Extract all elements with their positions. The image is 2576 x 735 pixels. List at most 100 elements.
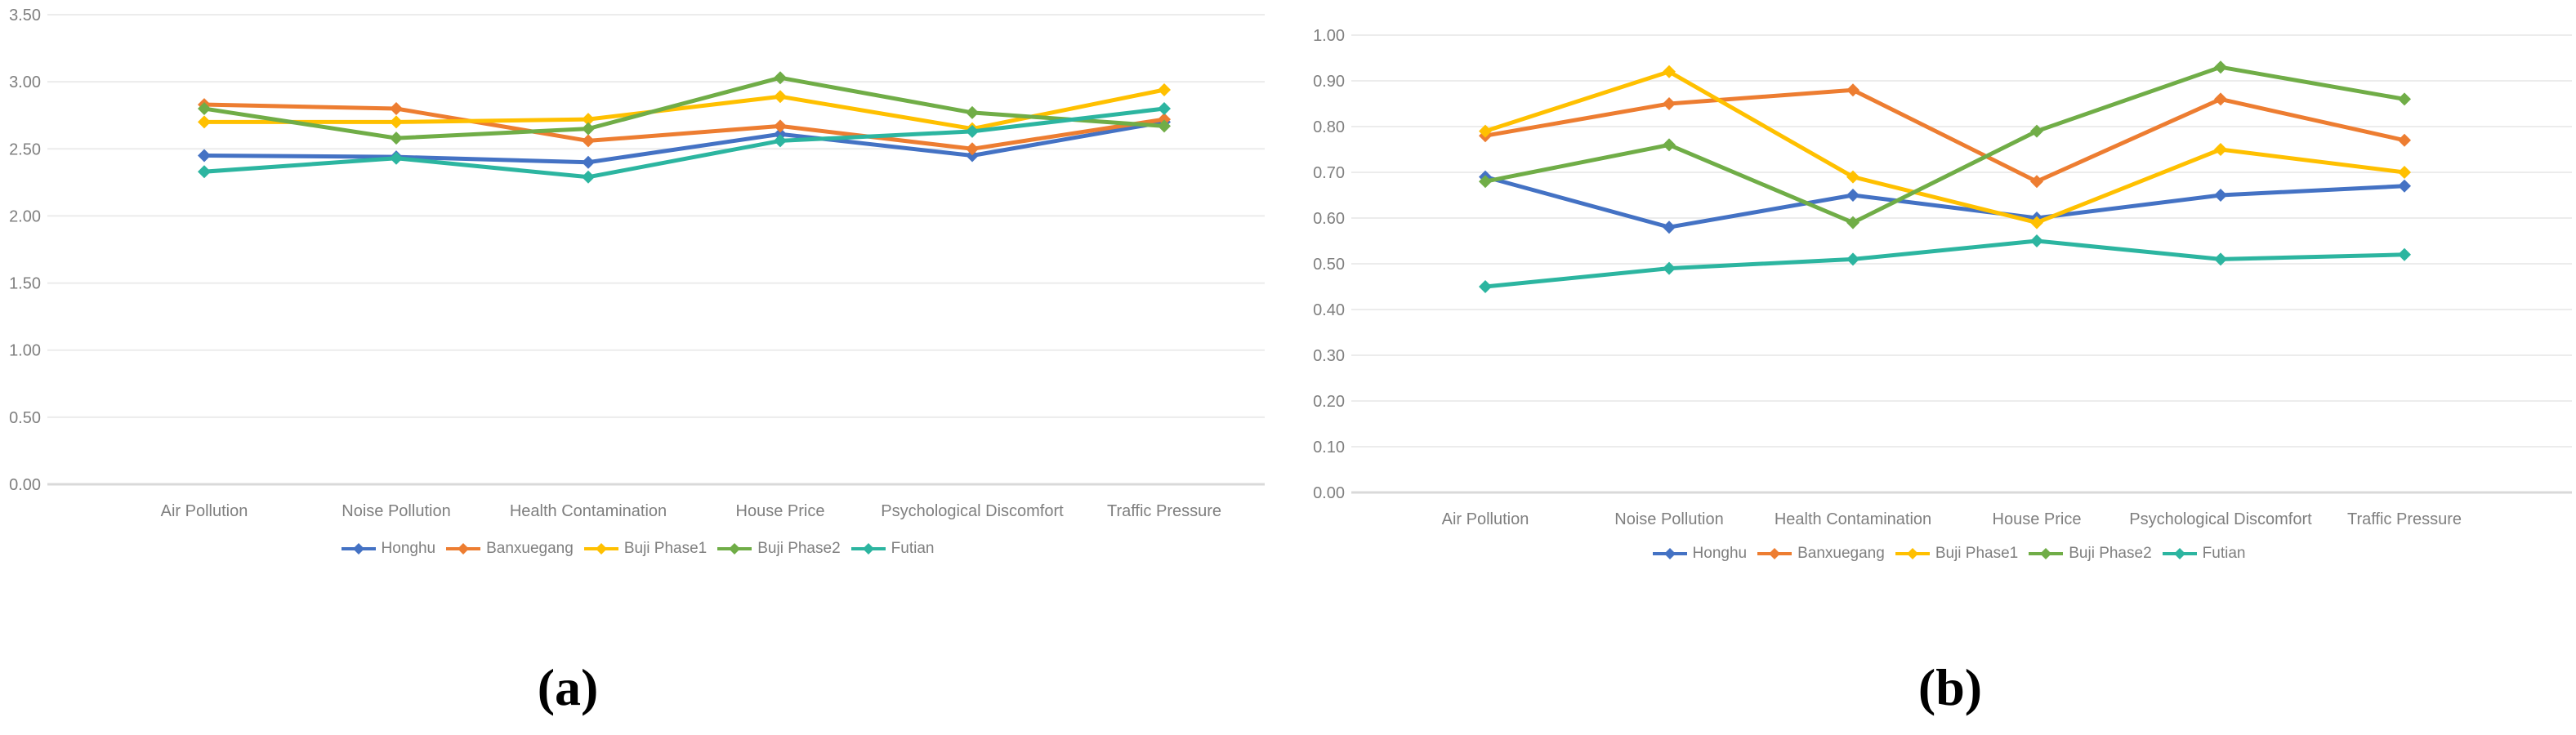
y-tick-label: 0.40: [1313, 301, 1345, 319]
x-category-label: Psychological Discomfort: [2129, 510, 2312, 528]
data-point: [2214, 60, 2227, 74]
data-point: [1846, 170, 1859, 184]
data-point: [2214, 92, 2227, 106]
data-point: [1846, 83, 1859, 97]
y-tick-label: 0.00: [1313, 484, 1345, 502]
legend-item-buji-phase1: Buji Phase1: [1895, 545, 2018, 563]
data-point: [582, 170, 595, 184]
x-category-label: Traffic Pressure: [2347, 510, 2462, 528]
data-point: [1663, 65, 1676, 78]
data-point: [198, 165, 211, 179]
data-point: [198, 115, 211, 129]
data-point: [1479, 124, 1492, 138]
legend-diamond: [1663, 548, 1676, 559]
series-line-honghu: [202, 119, 1167, 165]
y-tick-label: 2.50: [9, 140, 41, 158]
series-line-buji-phase2: [202, 75, 1167, 140]
data-point: [390, 131, 403, 145]
legend-marker-icon: [717, 543, 752, 555]
data-point: [1663, 97, 1676, 110]
y-tick-label: 0.50: [9, 409, 41, 427]
y-tick-label: 2.00: [9, 207, 41, 225]
legend-label: Banxuegang: [1797, 545, 1885, 562]
legend-label: Buji Phase1: [1935, 545, 2019, 562]
data-point: [1158, 119, 1171, 133]
legend-item-honghu: Honghu: [341, 540, 436, 558]
data-point: [774, 134, 787, 148]
legend-item-futian: Futian: [850, 540, 935, 558]
x-category-label: Traffic Pressure: [1107, 502, 1221, 520]
data-point: [198, 102, 211, 115]
legend-marker-icon: [2029, 548, 2064, 559]
data-point: [774, 119, 787, 133]
data-point: [2030, 216, 2043, 229]
legend-label: Honghu: [381, 540, 436, 557]
chart-a: 3.50 3.00 2.50 2.00 1.50 1.00 0.50 0.00 Air Poll…: [9, 7, 1265, 520]
legend-item-buji-phase1: Buji Phase1: [583, 540, 707, 558]
data-point: [2214, 252, 2227, 266]
legend-item-banxuegang: Banxuegang: [1757, 545, 1885, 563]
data-point: [2398, 133, 2411, 147]
legend-label: Buji Phase2: [2069, 545, 2152, 562]
legend-label: Banxuegang: [486, 540, 574, 557]
y-tick-label: 0.50: [1313, 256, 1345, 274]
data-point: [1846, 189, 1859, 202]
data-point: [390, 115, 403, 129]
legend-item-buji-phase2: Buji Phase2: [2028, 545, 2152, 563]
legend-diamond: [458, 543, 470, 555]
y-tick-label: 1.00: [9, 342, 41, 360]
y-tick-label: 1.50: [9, 275, 41, 293]
data-point: [1479, 175, 1492, 189]
legend-marker-icon: [1757, 548, 1792, 559]
data-point: [1158, 113, 1171, 127]
data-point: [2030, 234, 2043, 247]
data-point: [2398, 166, 2411, 179]
data-point: [2398, 247, 2411, 261]
legend-marker-icon: [1895, 548, 1930, 559]
data-point: [774, 127, 787, 141]
legend-item-futian: Futian: [2162, 545, 2245, 563]
x-category-label: Health Contamination: [1775, 510, 1931, 528]
data-point: [1846, 216, 1859, 229]
y-tick-label: 0.90: [1313, 73, 1345, 91]
x-category-label: Noise Pollution: [1614, 510, 1723, 528]
legend-diamond: [862, 543, 874, 555]
data-point: [1158, 83, 1171, 96]
y-tick-label: 1.00: [1313, 27, 1345, 45]
data-point: [1846, 252, 1859, 266]
y-tick-label: 0.00: [9, 476, 41, 494]
data-point: [582, 122, 595, 136]
data-point: [2030, 124, 2043, 138]
series-line-futian: [202, 106, 1167, 180]
data-point: [1158, 102, 1171, 115]
y-tick-label: 0.10: [1313, 439, 1345, 457]
chart-b-legend: Honghu Banxuegang Buji Phase1 Buji Phase2 Fu…: [1356, 544, 2541, 564]
legend-label: Futian: [891, 540, 935, 557]
legend-marker-icon: [341, 543, 376, 555]
data-point: [390, 151, 403, 165]
data-point: [966, 105, 979, 119]
data-point: [2214, 143, 2227, 156]
legend-marker-icon: [850, 543, 886, 555]
legend-diamond: [352, 543, 364, 555]
data-point: [2030, 175, 2043, 189]
data-point: [2398, 92, 2411, 106]
caption-a: (a): [537, 658, 599, 716]
legend-label: Buji Phase2: [757, 540, 841, 557]
data-point: [582, 113, 595, 127]
legend-marker-icon: [2162, 548, 2197, 559]
data-point: [966, 149, 979, 163]
x-category-label: Air Pollution: [161, 502, 248, 520]
legend-diamond: [1906, 548, 1918, 559]
caption-b: (b): [1917, 658, 1983, 716]
series-line-banxuegang: [202, 102, 1167, 151]
chart-b: 1.00 0.90 0.80 0.70 0.60 0.50 0.40 0.30 0.20 0.10…: [1313, 27, 2572, 528]
legend-label: Honghu: [1692, 545, 1748, 562]
y-tick-label: 3.50: [9, 7, 41, 24]
data-point: [582, 155, 595, 169]
x-category-label: Noise Pollution: [342, 502, 450, 520]
legend-item-honghu: Honghu: [1652, 545, 1748, 563]
y-tick-label: 0.30: [1313, 347, 1345, 365]
data-point: [774, 71, 787, 85]
